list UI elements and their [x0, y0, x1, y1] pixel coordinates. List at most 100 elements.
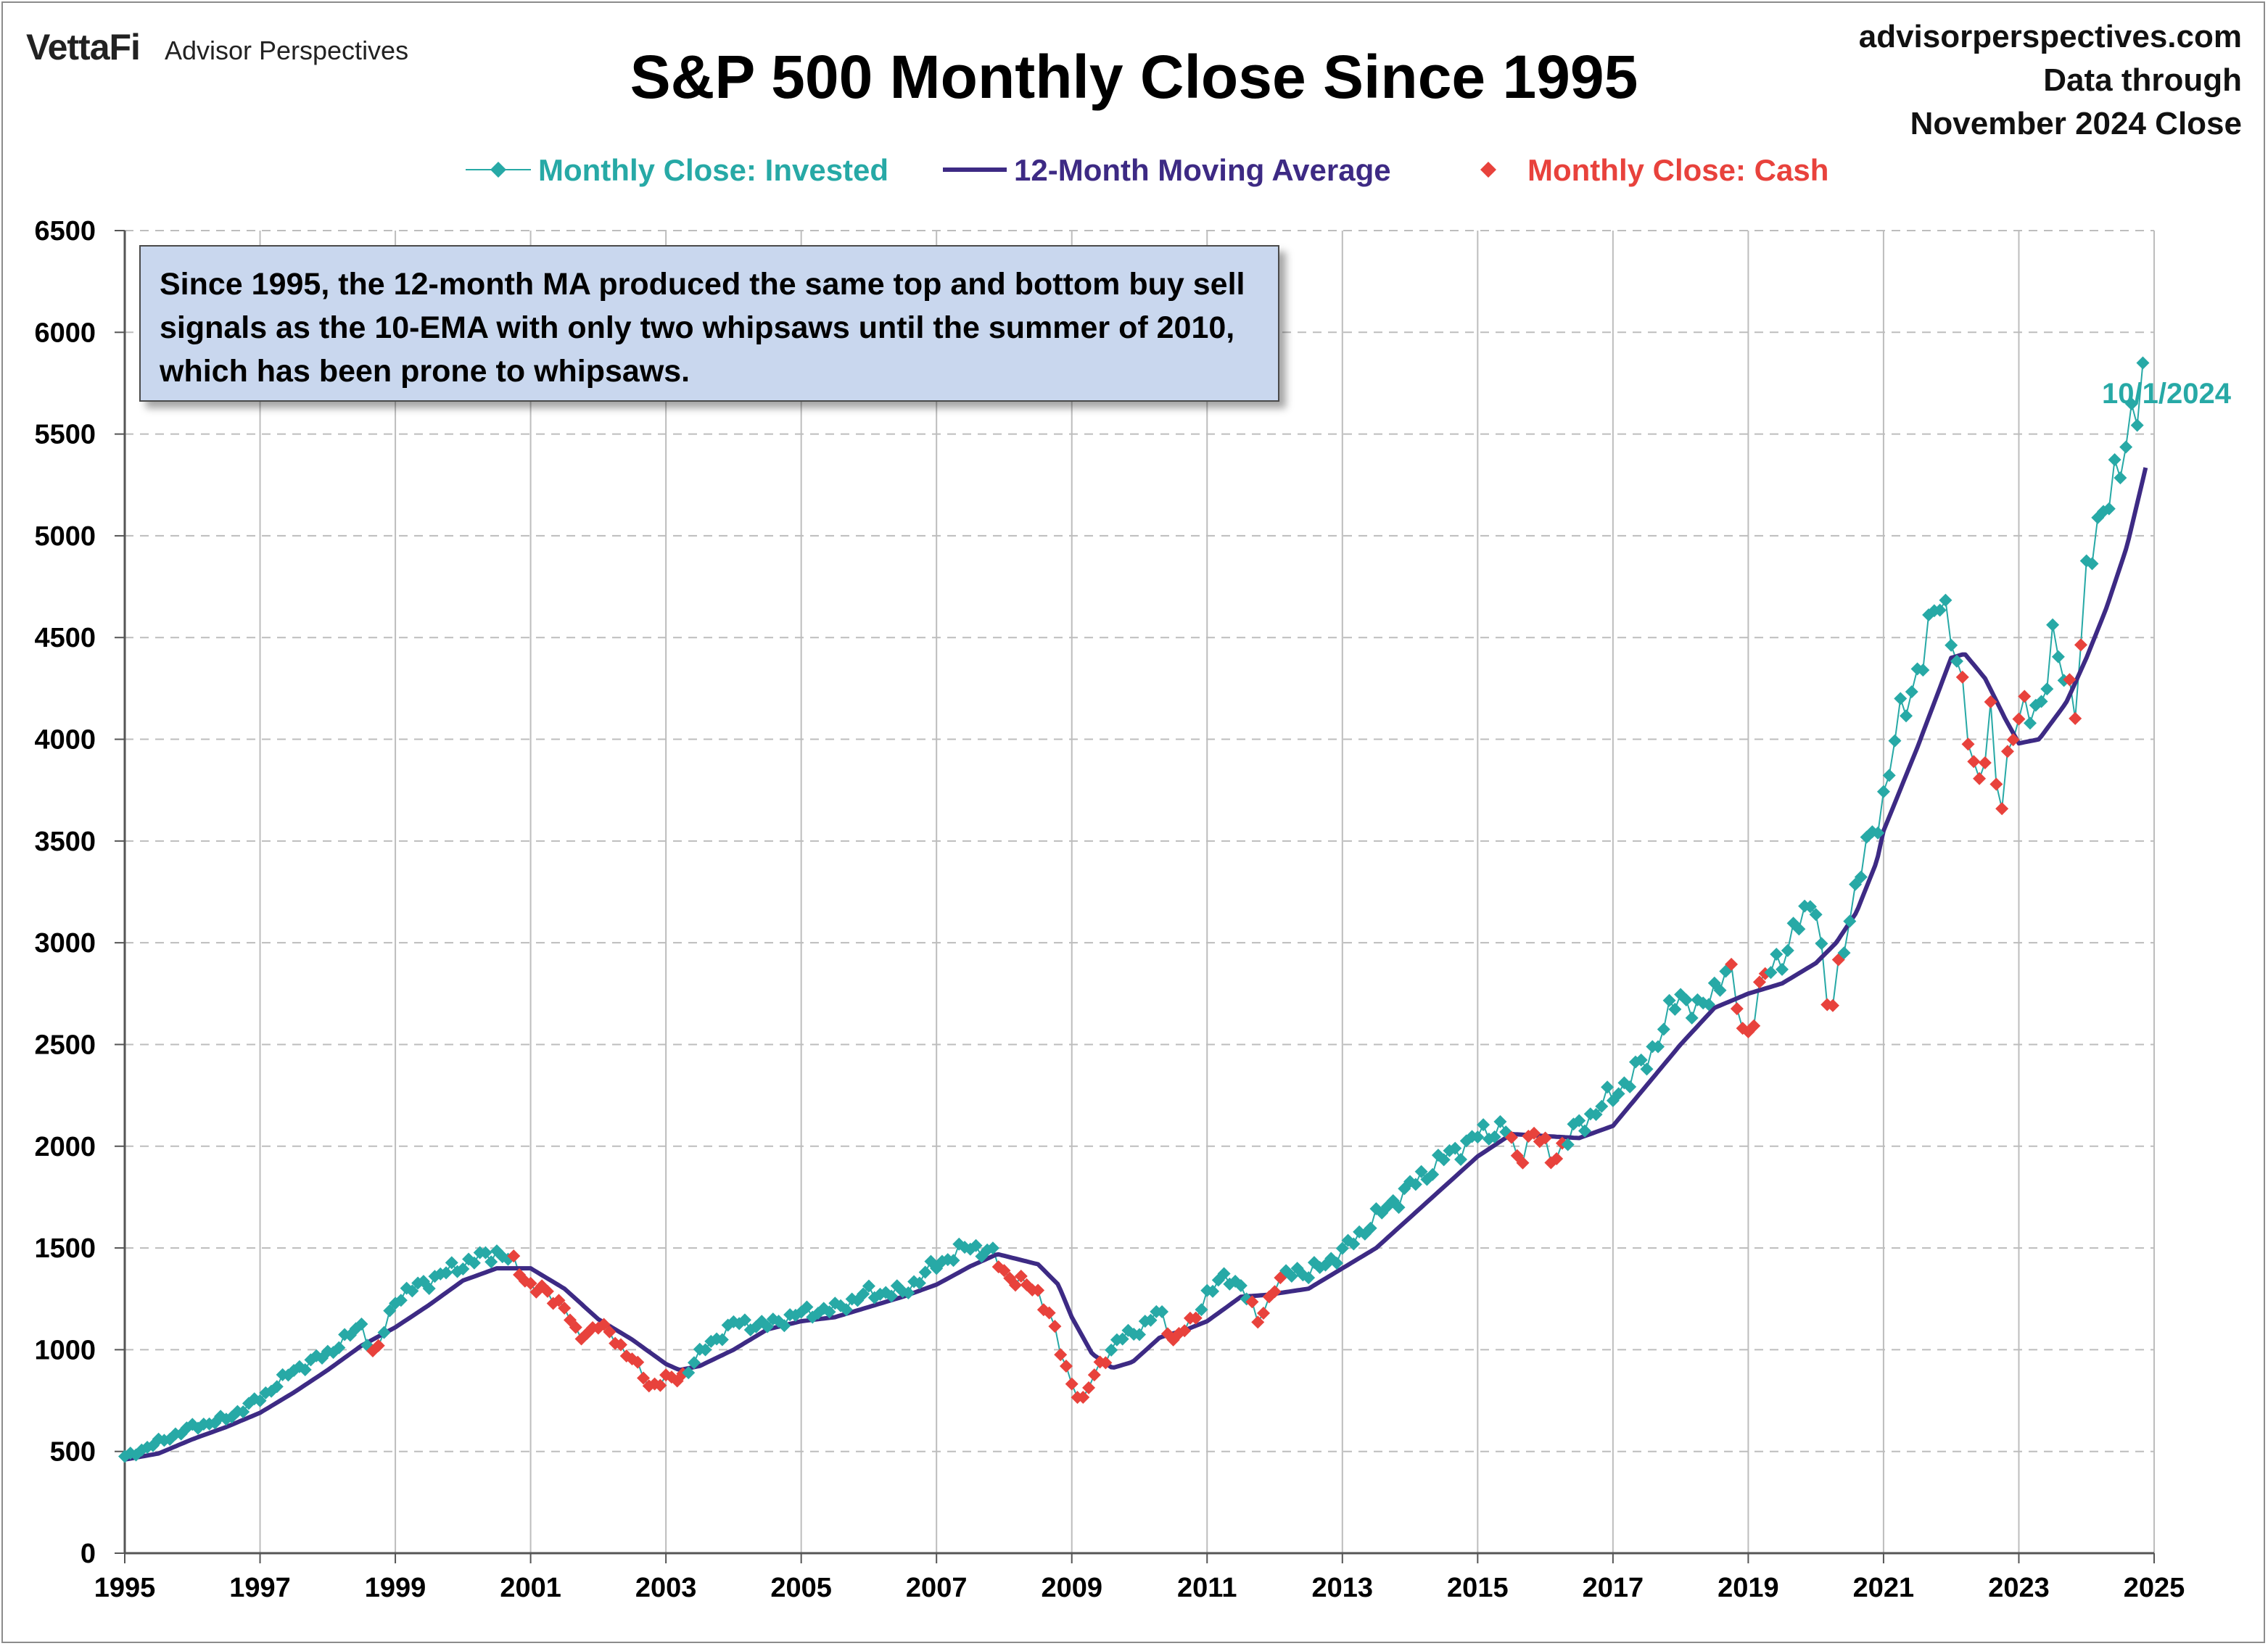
y-tick-label: 0	[81, 1539, 96, 1569]
data-through-line1: Data through	[2043, 62, 2242, 98]
invested-point	[445, 1256, 458, 1270]
cash-point	[1268, 1285, 1282, 1299]
invested-point	[377, 1326, 391, 1339]
invested-point	[1668, 1002, 1682, 1016]
invested-point	[440, 1266, 453, 1280]
y-tick-label: 1000	[34, 1335, 96, 1365]
cash-point	[1054, 1348, 1068, 1362]
invested-point	[236, 1405, 250, 1419]
invested-point	[1133, 1328, 1146, 1341]
legend-cash-label: Monthly Close: Cash	[1527, 153, 1828, 187]
invested-point	[1843, 914, 1857, 928]
cash-point	[1245, 1295, 1259, 1309]
invested-point	[2024, 716, 2037, 730]
y-tick-label: 2500	[34, 1030, 96, 1060]
invested-point	[822, 1305, 836, 1319]
invested-point	[1781, 943, 1794, 957]
invested-point	[1894, 692, 1908, 706]
invested-point	[1116, 1332, 1129, 1346]
invested-point	[1916, 663, 1930, 677]
invested-point	[857, 1287, 870, 1301]
x-tick-label: 2017	[1583, 1573, 1644, 1603]
invested-point	[1770, 948, 1784, 961]
y-tick-label: 6000	[34, 318, 96, 348]
invested-point	[839, 1303, 853, 1317]
cash-point	[1730, 1002, 1744, 1016]
invested-point	[1662, 993, 1676, 1007]
invested-point	[1702, 998, 1715, 1012]
y-tick-label: 3500	[34, 827, 96, 857]
invested-point	[1454, 1152, 1468, 1166]
invested-point	[1809, 908, 1823, 922]
invested-point	[1657, 1022, 1670, 1036]
invested-point	[1713, 983, 1727, 997]
y-tick-label: 500	[50, 1437, 96, 1468]
invested-point	[1595, 1099, 1609, 1113]
x-tick-label: 2019	[1718, 1573, 1779, 1603]
y-tick-label: 5500	[34, 420, 96, 450]
cash-point	[1256, 1306, 1270, 1320]
invested-point	[687, 1356, 701, 1370]
invested-point	[1854, 870, 1868, 884]
invested-point	[1217, 1267, 1231, 1281]
invested-point	[355, 1317, 368, 1331]
invested-point	[1939, 593, 1952, 607]
invested-point	[1589, 1107, 1603, 1121]
invested-point	[1414, 1165, 1428, 1178]
invested-point	[1792, 922, 1806, 936]
cash-point	[1955, 670, 1969, 684]
invested-point	[1144, 1313, 1158, 1327]
cash-point	[1550, 1151, 1564, 1165]
x-tick-label: 2005	[770, 1573, 832, 1603]
invested-point	[682, 1366, 696, 1380]
x-tick-label: 2001	[500, 1573, 561, 1603]
invested-point	[270, 1380, 284, 1394]
invested-point	[761, 1320, 775, 1333]
cash-point	[1059, 1359, 1073, 1373]
x-tick-label: 2013	[1312, 1573, 1374, 1603]
invested-point	[986, 1241, 999, 1255]
brand-header: VettaFi Advisor Perspectives	[26, 26, 408, 68]
invested-point	[738, 1313, 751, 1327]
series-points	[118, 356, 2150, 1463]
invested-point	[1155, 1305, 1169, 1319]
cash-point	[637, 1371, 651, 1385]
cash-point	[1725, 957, 1739, 971]
source-url: advisorperspectives.com	[1858, 19, 2242, 54]
invested-point	[1572, 1114, 1586, 1128]
brand-subtitle: Advisor Perspectives	[164, 36, 409, 65]
cash-point	[1251, 1315, 1265, 1329]
invested-point	[2130, 418, 2144, 432]
invested-point	[456, 1262, 470, 1275]
invested-point	[298, 1363, 312, 1377]
x-tick-label: 2021	[1853, 1573, 1915, 1603]
invested-point	[1871, 826, 1885, 840]
invested-point	[1634, 1053, 1648, 1067]
cash-point	[540, 1284, 554, 1298]
x-tick-label: 2009	[1041, 1573, 1102, 1603]
invested-point	[1803, 900, 1817, 914]
invested-point	[2136, 356, 2150, 370]
invested-point	[2102, 502, 2116, 516]
invested-point	[1578, 1124, 1592, 1138]
invested-point	[253, 1394, 267, 1407]
invested-point	[1284, 1269, 1298, 1283]
cash-point	[597, 1318, 611, 1331]
invested-point	[1888, 734, 1902, 748]
data-through-line2: November 2024 Close	[1910, 106, 2242, 141]
invested-point	[2046, 618, 2060, 632]
cash-point	[1189, 1311, 1203, 1325]
y-tick-label: 3000	[34, 928, 96, 959]
invested-point	[1950, 654, 1963, 668]
legend-invested-marker	[490, 162, 506, 178]
x-tick-label: 1995	[94, 1573, 156, 1603]
cash-point	[2006, 733, 2020, 747]
invested-point	[800, 1300, 814, 1314]
invested-point	[1437, 1153, 1451, 1167]
invested-point	[1679, 993, 1693, 1007]
invested-point	[1335, 1241, 1349, 1255]
invested-point	[1234, 1279, 1248, 1293]
invested-point	[1945, 638, 1958, 652]
invested-point	[912, 1276, 926, 1290]
invested-point	[918, 1265, 932, 1279]
